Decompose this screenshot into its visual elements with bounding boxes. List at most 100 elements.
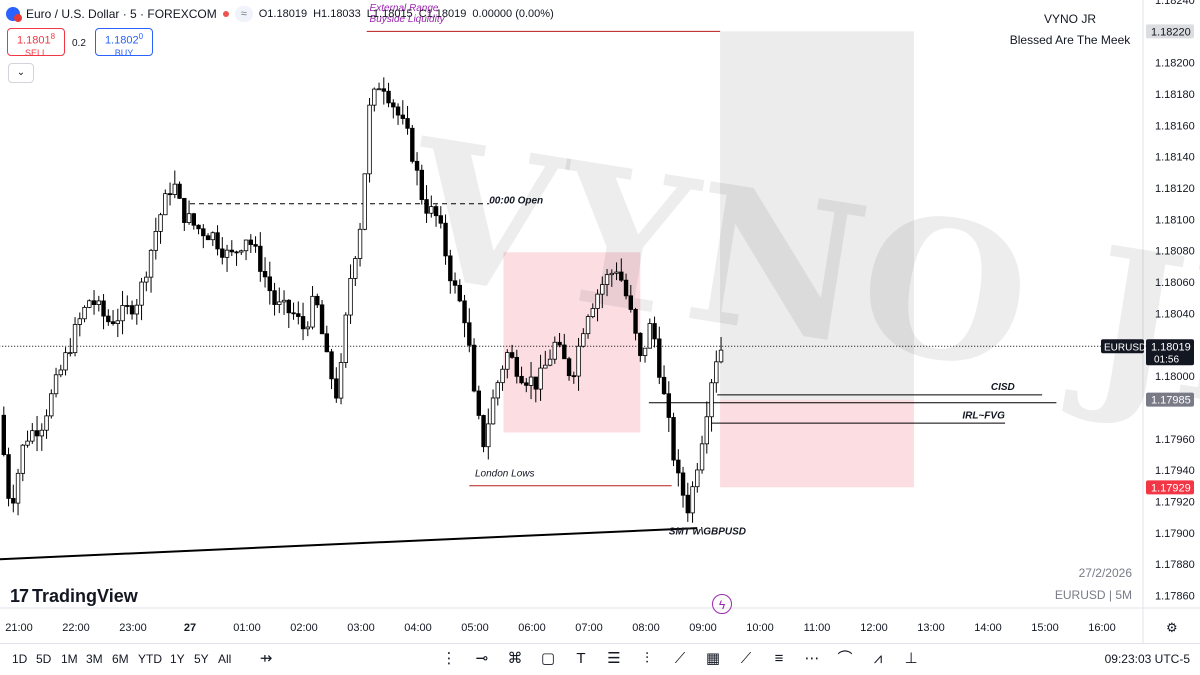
timeframe-6m[interactable]: 6M xyxy=(112,652,129,666)
timeframe-all[interactable]: All xyxy=(218,652,232,666)
candle-body xyxy=(334,378,339,399)
stop-zone xyxy=(720,399,914,488)
author-name: VYNO JR xyxy=(1043,12,1096,26)
candle-body xyxy=(419,169,424,200)
candle-body xyxy=(300,316,306,330)
candle-body xyxy=(49,393,54,417)
candle-body xyxy=(296,313,301,317)
candle-body xyxy=(372,88,377,106)
time-tick-label: 14:00 xyxy=(974,622,1002,634)
candle-body xyxy=(115,320,120,324)
time-tick-label: 16:00 xyxy=(1088,622,1116,634)
buy-label: BUY xyxy=(114,47,134,58)
node-path-icon[interactable]: ⌘ xyxy=(507,650,523,667)
candle-body xyxy=(186,213,192,223)
candle-body xyxy=(414,160,420,171)
axis-settings-gear-icon[interactable]: ⚙ xyxy=(1166,620,1178,635)
text-icon[interactable]: T xyxy=(576,650,586,667)
lightning-icon[interactable]: ϟ xyxy=(712,594,732,614)
candle-body xyxy=(405,118,410,129)
candle-body xyxy=(467,322,472,346)
candle-body xyxy=(96,300,101,306)
date-range-calendar-icon[interactable]: ⇸ xyxy=(259,650,273,667)
candle-body xyxy=(277,301,282,305)
path-icon[interactable]: ⩘ xyxy=(873,650,883,667)
timeframe-1y[interactable]: 1Y xyxy=(170,652,185,666)
pitchfork-icon[interactable]: ⋯ xyxy=(804,650,820,667)
time-tick-label: 15:00 xyxy=(1031,622,1059,634)
annotation-label: CISD xyxy=(991,382,1015,393)
candle-body xyxy=(106,315,111,323)
candle-body xyxy=(58,369,63,376)
candle-body xyxy=(281,299,287,303)
candle-body xyxy=(201,228,206,237)
candle-body xyxy=(91,300,97,306)
candle-body xyxy=(153,230,158,251)
candle-body xyxy=(243,239,249,252)
price-badge-label: 1.18220 xyxy=(1151,26,1191,38)
candle-body xyxy=(638,332,643,356)
candle-body xyxy=(338,362,344,399)
candle-body xyxy=(443,222,448,257)
fib-levels-icon[interactable]: ☰ xyxy=(607,650,621,667)
price-axis[interactable]: 1.18240 1.18200 1.18180 1.18160 1.18140 1.181… xyxy=(1101,0,1195,602)
timeframe-1d[interactable]: 1D xyxy=(12,652,28,666)
measure-icon[interactable]: ⊥ xyxy=(904,650,918,667)
timeframe-ytd[interactable]: YTD xyxy=(138,652,162,666)
polyline-icon[interactable]: ⌒ xyxy=(837,650,853,667)
compare-icon[interactable]: ≈ xyxy=(234,6,253,22)
candle-body xyxy=(25,440,30,446)
candle-body xyxy=(172,183,177,195)
candle-body xyxy=(600,284,605,295)
candle-body xyxy=(395,106,401,116)
ohlc-open: O1.18019 xyxy=(258,8,308,20)
time-axis[interactable]: 21:00 22:00 23:00 27 01:00 02:00 03:00 04:00 05:… xyxy=(5,622,1116,634)
symbol-title[interactable]: Euro / U.S. Dollar · 5 · FOREXCOM xyxy=(26,7,217,21)
candle-body xyxy=(39,429,44,437)
grid-icon[interactable]: ▦ xyxy=(705,650,721,667)
candle-body xyxy=(134,304,139,315)
annotation-label: London Lows xyxy=(475,468,535,479)
candle-body xyxy=(343,314,348,363)
timeframe-5d[interactable]: 5D xyxy=(36,652,52,666)
long-position-icon[interactable]: ⫶ xyxy=(645,650,649,667)
candle-body xyxy=(101,300,106,317)
time-tick-label: 23:00 xyxy=(119,622,147,634)
brush-icon[interactable]: ⟋ xyxy=(674,650,686,667)
price-tick-label: 1.17900 xyxy=(1155,528,1195,540)
horizontal-line-icon[interactable]: ⊸ xyxy=(475,650,489,667)
candle-body xyxy=(158,214,163,232)
rectangle-icon[interactable]: ▢ xyxy=(540,650,556,667)
time-tick-label: 01:00 xyxy=(233,622,261,634)
candle-body xyxy=(258,245,263,272)
candle-body xyxy=(110,321,116,324)
timeframe-3m[interactable]: 3M xyxy=(86,652,103,666)
candle-body xyxy=(581,333,586,347)
candle-body xyxy=(505,352,510,370)
timeframe-5y[interactable]: 5Y xyxy=(194,652,209,666)
candle-body xyxy=(329,351,334,380)
candle-body xyxy=(229,249,234,253)
candle-body xyxy=(53,374,59,395)
candle-body xyxy=(448,255,453,282)
trend-line-icon[interactable]: ⟋ xyxy=(740,650,752,667)
time-tick-label: 10:00 xyxy=(746,622,774,634)
time-tick-label: 09:00 xyxy=(689,622,717,634)
ohlc-close: C1.18019 xyxy=(418,8,467,20)
collapse-chevron-icon[interactable]: ⌄ xyxy=(8,63,34,83)
sell-price-super: 8 xyxy=(50,32,56,41)
annotation-label: External Range xyxy=(370,3,439,14)
candle-body xyxy=(77,318,82,325)
cursor-icon[interactable]: ⋮ xyxy=(441,650,457,667)
candle-body xyxy=(709,382,714,418)
timeframe-1m[interactable]: 1M xyxy=(61,652,78,666)
parallel-channel-icon[interactable]: ≡ xyxy=(774,650,784,667)
sell-button[interactable]: 1.18018 SELL xyxy=(7,28,65,58)
time-tick-label: 12:00 xyxy=(860,622,888,634)
buy-price: 1.1802 xyxy=(104,34,139,47)
buy-button[interactable]: 1.18020 BUY xyxy=(95,28,153,58)
candle-body xyxy=(291,312,296,315)
ohlc-change: 0.00000 (0.00%) xyxy=(472,8,554,20)
